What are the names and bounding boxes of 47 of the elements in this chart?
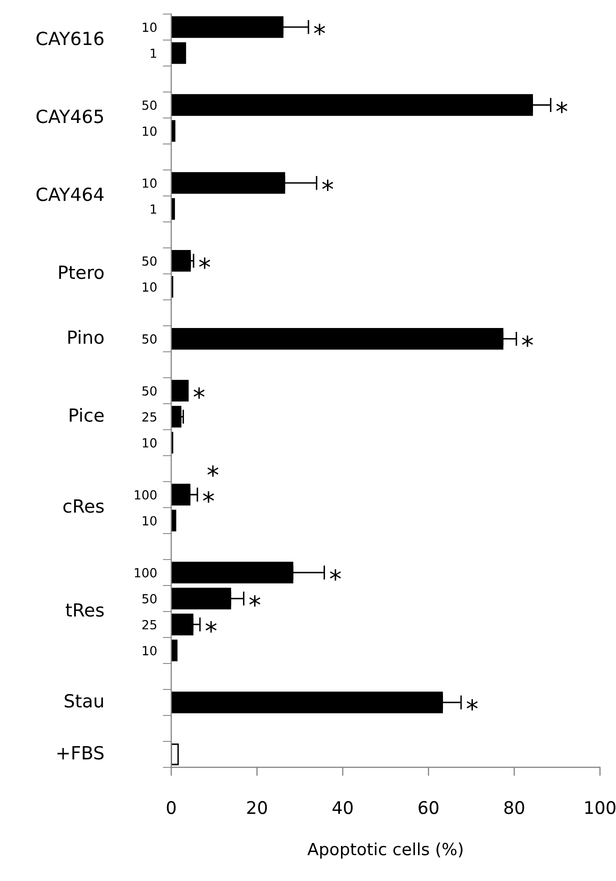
text: CAY465 [36,110,104,124]
data-label: * [466,699,478,710]
y-tick-label: 10 [142,126,157,136]
y-tick-label: 50 [142,386,157,396]
y-tick-label: 25 [142,412,156,422]
x-tick-label: 100 [585,800,616,814]
y-tick-label: 10 [142,178,157,188]
data-label: * [194,387,205,399]
y-tick-label: 1 [150,48,156,58]
text: Pino [68,330,104,344]
text: Ptero [59,266,104,280]
text: +FBS [57,746,104,760]
y-tick-label: 100 [134,568,157,578]
text: CAY616 [36,32,104,46]
x-tick-label: 80 [504,800,524,814]
y-tick-label: 50 [142,256,157,266]
text: cRes [63,499,104,513]
data-label: * [206,621,217,633]
x-tick-label: 0 [166,800,176,814]
x-tick-label: 60 [418,800,438,814]
y-tick-label: 50 [142,100,157,110]
data-label: * [322,180,334,192]
data-label: * [314,24,326,36]
data-label: * [249,595,260,607]
y-tick-label: 10 [142,282,157,292]
data-label: * [330,569,341,581]
y-tick-label: 10 [142,646,157,656]
x-tick-label: 40 [332,800,353,814]
y-tick-label: 10 [142,438,157,448]
data-label: * [556,102,568,114]
x-axis-title: Apoptotic cells (%) [307,842,462,859]
y-tick-label: 50 [142,334,157,344]
y-tick-label: 50 [142,594,157,604]
text: Pice [70,408,104,422]
text: tRes [66,603,104,617]
text: CAY464 [36,188,104,202]
text: * [207,465,218,477]
y-tick-label: 1 [150,204,156,214]
y-tick-label: 25 [142,620,156,630]
y-tick-label: 10 [142,22,157,32]
data-label: * [199,258,210,269]
y-tick-label: 10 [142,516,157,526]
text: Stau [64,694,103,708]
x-tick-label: 20 [247,800,267,814]
data-label: * [203,491,214,503]
data-label: * [522,335,533,347]
y-tick-label: 100 [134,490,157,500]
